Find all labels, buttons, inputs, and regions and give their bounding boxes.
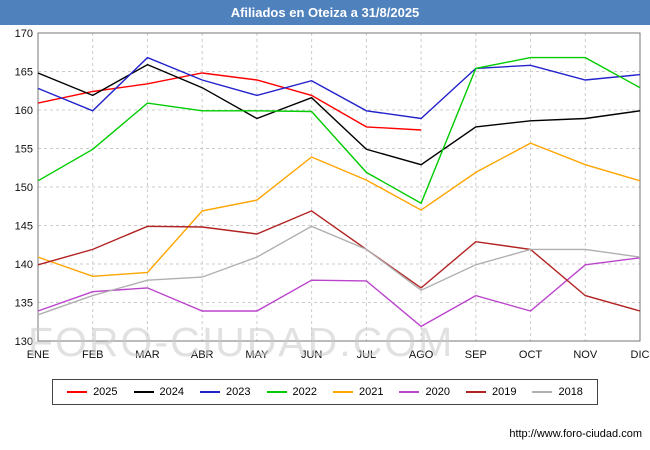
series-line-2018 <box>37 225 641 316</box>
legend-swatch-2024 <box>133 391 154 393</box>
series-line-2019 <box>37 210 641 312</box>
svg-text:150: 150 <box>15 182 33 194</box>
legend-swatch-2020 <box>399 391 420 393</box>
series-line-2020 <box>37 257 641 328</box>
series-line-2022 <box>37 56 641 205</box>
legend-swatch-2019 <box>465 391 486 393</box>
svg-text:130: 130 <box>15 336 33 348</box>
legend-item-2018: 2018 <box>532 386 583 398</box>
legend-item-2024: 2024 <box>133 386 185 398</box>
legend-label-2021: 2021 <box>359 386 384 398</box>
svg-text:ENE: ENE <box>27 349 50 361</box>
legend-label-2020: 2020 <box>425 386 450 398</box>
legend-label-2023: 2023 <box>226 386 251 398</box>
series-line-2024 <box>37 63 641 166</box>
svg-text:160: 160 <box>15 105 33 117</box>
legend-swatch-2023 <box>200 391 221 393</box>
legend-wrap: 2025 2024 2023 2022 2021 2020 2019 2018 <box>0 379 650 405</box>
source-url[interactable]: http://www.foro-ciudad.com <box>509 428 642 440</box>
svg-text:OCT: OCT <box>519 349 543 361</box>
legend-swatch-2018 <box>532 391 553 393</box>
svg-text:SEP: SEP <box>465 349 487 361</box>
svg-text:165: 165 <box>15 67 33 79</box>
series-line-2025 <box>37 72 422 131</box>
svg-text:ABR: ABR <box>191 349 214 361</box>
legend-item-2023: 2023 <box>200 386 251 398</box>
chart-canvas: 130 135 140 145 150 155 160 165 170 ENE FEB MAR ABR M… <box>15 28 650 361</box>
legend-label-2022: 2022 <box>292 386 317 398</box>
legend-label-2025: 2025 <box>93 386 118 398</box>
svg-text:NOV: NOV <box>573 349 598 361</box>
legend-item-2025: 2025 <box>67 386 118 398</box>
legend-swatch-2025 <box>67 391 88 393</box>
legend-item-2021: 2021 <box>333 386 383 398</box>
legend-label-2018: 2018 <box>558 386 583 398</box>
title-bar: Afiliados en Oteiza a 31/8/2025 <box>0 0 650 25</box>
series-line-2023 <box>37 56 641 120</box>
legend-swatch-2022 <box>266 391 287 393</box>
svg-text:145: 145 <box>15 221 33 233</box>
legend-item-2020: 2020 <box>399 386 450 398</box>
series-line-2021 <box>37 142 641 278</box>
legend: 2025 2024 2023 2022 2021 2020 2019 2018 <box>52 379 598 405</box>
chart-area: 130 135 140 145 150 155 160 165 170 ENE FEB MAR ABR M… <box>0 25 650 371</box>
svg-text:AGO: AGO <box>409 349 434 361</box>
svg-text:135: 135 <box>15 298 33 310</box>
svg-text:MAR: MAR <box>135 349 160 361</box>
legend-swatch-2021 <box>333 391 353 393</box>
svg-text:170: 170 <box>15 28 33 40</box>
svg-text:155: 155 <box>15 144 33 156</box>
svg-text:DIC: DIC <box>631 349 650 361</box>
svg-text:MAY: MAY <box>245 349 269 361</box>
svg-text:140: 140 <box>15 259 33 271</box>
legend-item-2019: 2019 <box>465 386 517 398</box>
legend-item-2022: 2022 <box>266 386 317 398</box>
svg-text:JUL: JUL <box>357 349 377 361</box>
svg-text:JUN: JUN <box>301 349 322 361</box>
svg-text:FEB: FEB <box>82 349 103 361</box>
legend-label-2024: 2024 <box>159 386 185 398</box>
chart-title: Afiliados en Oteiza a 31/8/2025 <box>230 5 420 20</box>
legend-label-2019: 2019 <box>491 386 517 398</box>
